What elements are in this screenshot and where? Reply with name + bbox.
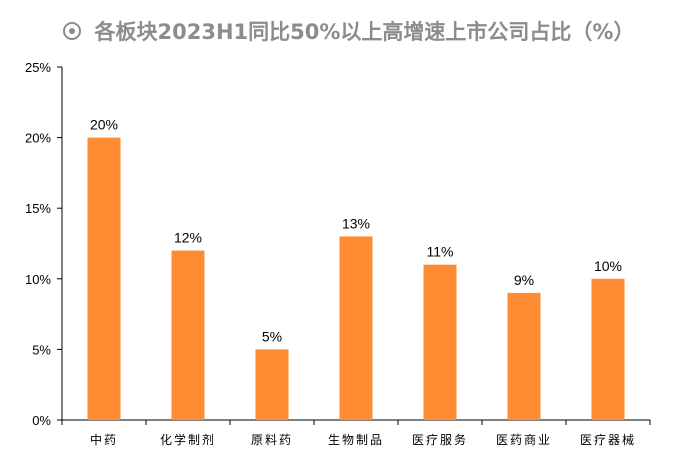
y-tick-label: 5% [32,342,51,357]
data-label: 13% [342,215,370,231]
x-tick-label: 医药商业 [496,432,552,447]
data-label: 9% [514,272,534,288]
data-label: 20% [90,117,118,133]
data-label: 12% [174,230,202,246]
bar [87,137,121,420]
x-tick-label: 原料药 [251,433,293,447]
data-labels: 20% 12% 5% 13% 11% 9% 10% [90,117,622,345]
bar [171,250,205,420]
bars [87,137,625,420]
x-axis: 中药 化学制剂 原料药 生物制品 医疗服务 医药商业 医疗器械 [61,419,651,447]
y-tick-label: 10% [25,272,51,287]
x-tick-label: 医疗器械 [580,432,636,447]
y-tick-label: 0% [32,413,51,428]
bar [255,349,289,420]
y-tick-label: 25% [25,60,51,75]
x-tick-label: 化学制剂 [160,432,216,447]
radio-target-icon [62,22,81,40]
x-tick-label: 医疗服务 [412,432,468,447]
bar [591,278,625,420]
y-axis: 0% 5% 10% 15% 20% 25% [25,60,63,428]
data-label: 5% [262,328,282,344]
data-label: 10% [594,258,622,274]
chart-title-row: 各板块2023H1同比50%以上高增速上市公司占比（%） [0,14,697,48]
x-tick-label: 中药 [90,432,118,447]
data-label: 11% [427,244,454,260]
chart-title: 各板块2023H1同比50%以上高增速上市公司占比（%） [94,20,635,44]
bar [423,264,457,420]
y-tick-label: 15% [25,201,51,216]
bar [507,292,541,420]
y-tick-label: 20% [25,131,51,146]
bar [339,236,373,420]
x-tick-label: 生物制品 [328,433,384,447]
